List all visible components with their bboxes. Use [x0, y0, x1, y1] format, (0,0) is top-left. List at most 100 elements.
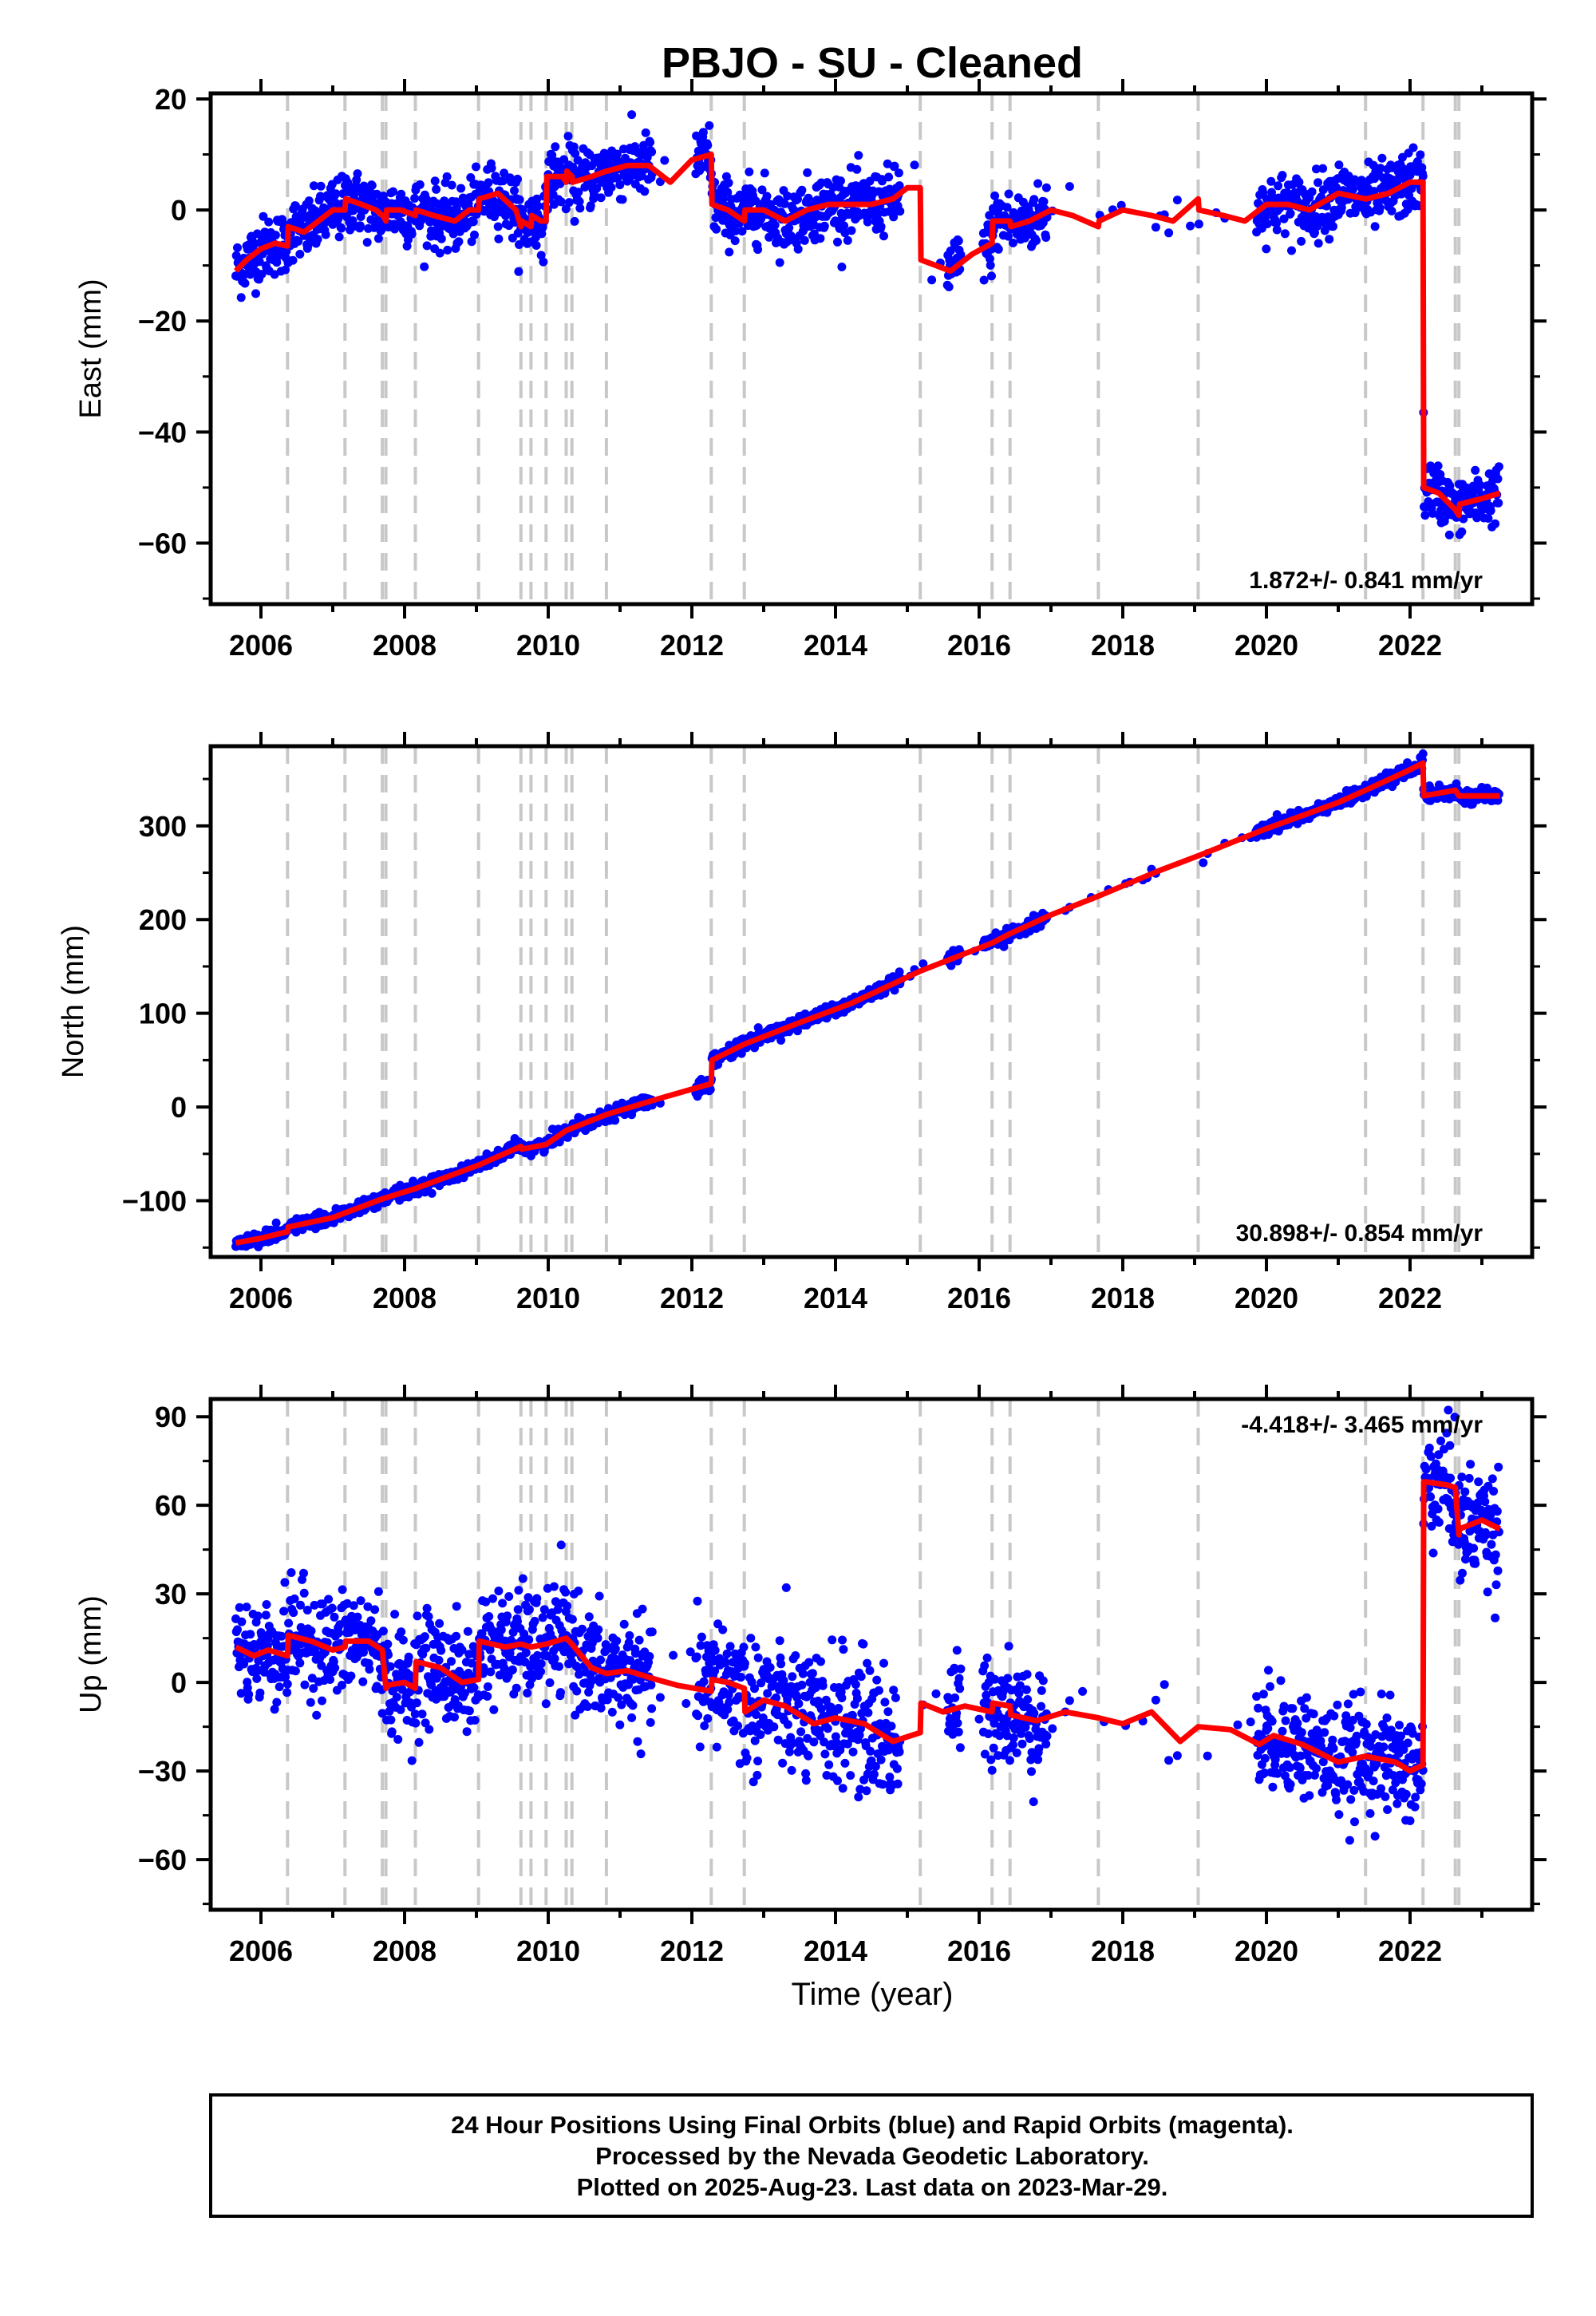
data-point — [523, 1689, 532, 1697]
data-point — [1065, 182, 1074, 192]
data-point — [895, 207, 905, 216]
data-point — [571, 148, 580, 158]
data-point — [309, 1684, 318, 1694]
data-point — [1471, 465, 1480, 475]
data-point — [593, 1634, 602, 1643]
data-point — [952, 1646, 962, 1655]
data-point — [466, 173, 476, 182]
x-tick-label: 2014 — [804, 629, 867, 662]
data-point — [545, 1678, 555, 1687]
data-point — [496, 1625, 506, 1634]
data-point — [324, 1595, 334, 1604]
data-point — [571, 1710, 580, 1720]
data-point — [564, 198, 574, 207]
panel-north: 2006 2008 2010 2012 2014 2016 2018 2020 2022−100… — [57, 732, 1547, 1314]
data-point — [869, 1769, 879, 1779]
x-axis: 2006 2008 2010 2012 2014 2016 2018 2020 2022 — [229, 79, 1483, 662]
data-point — [1186, 221, 1195, 231]
data-point — [753, 1023, 763, 1033]
data-point — [551, 142, 560, 152]
data-point — [986, 254, 994, 263]
data-point — [318, 1599, 327, 1609]
data-point — [647, 1704, 657, 1713]
data-point — [856, 1672, 866, 1682]
data-point — [414, 1737, 424, 1747]
data-point — [536, 1659, 546, 1669]
data-point — [1426, 461, 1436, 471]
data-point — [417, 1709, 427, 1719]
data-point — [596, 1655, 605, 1665]
data-point — [296, 1600, 305, 1610]
event-lines — [286, 1399, 1461, 1910]
data-point — [987, 271, 996, 281]
data-point — [834, 1704, 843, 1713]
data-point — [282, 1688, 292, 1697]
data-point — [1032, 236, 1041, 245]
data-point — [503, 1611, 512, 1621]
data-point — [547, 150, 557, 160]
data-point — [515, 195, 524, 204]
data-point — [775, 258, 784, 267]
data-point — [847, 1710, 857, 1720]
data-point — [722, 1649, 732, 1658]
data-point — [365, 1665, 374, 1674]
data-point — [893, 1779, 903, 1788]
data-point — [890, 986, 899, 995]
data-point — [1416, 150, 1425, 160]
data-point — [840, 1758, 850, 1768]
data-point — [889, 212, 899, 222]
data-point — [703, 140, 713, 150]
data-point — [1033, 179, 1043, 188]
data-point — [524, 1605, 534, 1614]
y-axis-label: East (mm) — [74, 279, 108, 418]
daily-positions — [231, 1405, 1503, 1845]
data-point — [307, 1674, 317, 1683]
data-point — [1420, 511, 1430, 520]
data-point — [646, 1717, 655, 1727]
data-point — [251, 1643, 260, 1653]
data-point — [773, 1735, 783, 1745]
data-point — [1280, 229, 1290, 239]
data-point — [430, 176, 440, 186]
data-point — [894, 168, 903, 178]
data-point — [837, 263, 847, 271]
data-point — [718, 194, 728, 204]
data-point — [413, 1611, 422, 1621]
data-point — [334, 232, 344, 242]
data-point — [753, 1770, 762, 1780]
data-point — [447, 180, 456, 190]
data-point — [284, 1618, 294, 1628]
data-point — [884, 172, 894, 182]
y-tick-label: −100 — [122, 1185, 187, 1218]
data-point — [334, 1628, 343, 1638]
data-point — [628, 1701, 638, 1710]
data-point — [895, 967, 904, 977]
data-point — [294, 236, 303, 246]
data-point — [695, 1742, 705, 1752]
data-point — [852, 1694, 862, 1703]
data-point — [602, 1646, 611, 1654]
data-point — [353, 169, 362, 179]
data-point — [610, 1644, 620, 1654]
data-point — [392, 1693, 401, 1701]
data-point — [456, 184, 466, 193]
data-point — [784, 223, 794, 232]
data-point — [619, 1619, 629, 1629]
data-point — [302, 1606, 312, 1614]
data-point — [791, 1651, 800, 1660]
data-point — [1325, 235, 1334, 244]
x-tick-label: 2010 — [516, 1282, 580, 1314]
data-point — [699, 1677, 709, 1686]
data-point — [452, 1631, 461, 1641]
data-point — [749, 1777, 758, 1787]
y-tick-label: 100 — [139, 998, 187, 1030]
data-point — [586, 201, 595, 211]
data-point — [1294, 177, 1304, 187]
data-point — [410, 1709, 420, 1719]
data-point — [1266, 176, 1276, 186]
data-point — [756, 1730, 765, 1739]
data-point — [556, 1688, 565, 1697]
data-point — [787, 1765, 796, 1775]
data-point — [878, 1780, 887, 1789]
data-point — [574, 1587, 583, 1595]
